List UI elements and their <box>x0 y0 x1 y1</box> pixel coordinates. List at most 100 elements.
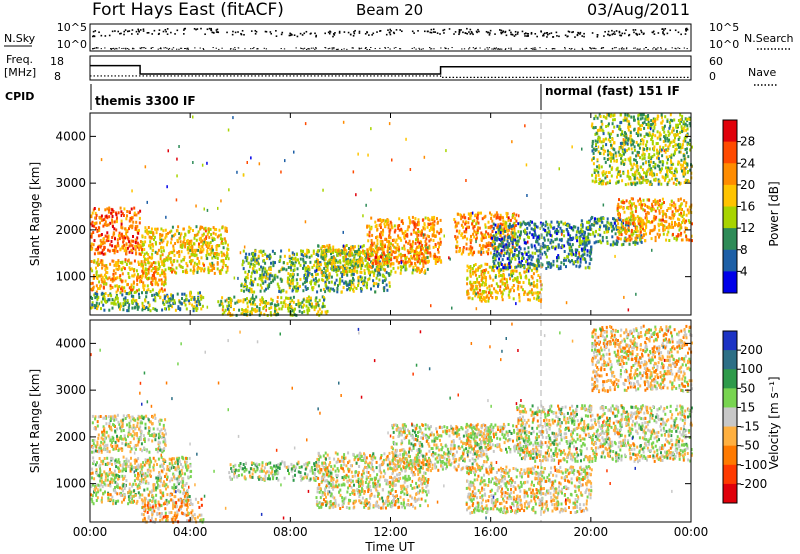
data-cell <box>152 298 155 302</box>
data-cell <box>96 293 99 296</box>
nsky-point <box>157 33 160 36</box>
nsky-point <box>388 31 391 34</box>
data-cell <box>180 259 183 263</box>
data-cell <box>253 297 256 301</box>
data-cell <box>461 236 464 240</box>
data-cell <box>413 250 416 253</box>
nave-label: Nave <box>748 66 776 79</box>
data-cell <box>173 253 176 257</box>
nsky-point <box>510 33 512 36</box>
data-cell <box>293 268 296 272</box>
data-cell <box>499 231 502 235</box>
data-cell <box>426 267 429 271</box>
data-cell <box>576 239 579 243</box>
nsearch-point <box>172 47 175 49</box>
data-cell <box>421 244 424 247</box>
data-cell <box>484 223 487 227</box>
data-cell <box>408 259 411 263</box>
data-cell <box>108 208 110 212</box>
data-cell <box>324 290 327 294</box>
data-cell <box>505 251 508 255</box>
data-cell <box>188 255 191 259</box>
data-cell <box>104 252 107 256</box>
data-cell <box>472 272 475 276</box>
data-cell <box>105 223 108 227</box>
data-cell <box>487 270 490 274</box>
nsearch-point <box>472 47 475 49</box>
data-cell <box>471 286 474 290</box>
data-cell <box>389 264 392 268</box>
nsearch-point <box>133 48 135 50</box>
nsearch-point <box>491 48 493 50</box>
data-cell <box>244 270 247 274</box>
data-cell <box>322 253 325 257</box>
data-cell <box>282 261 285 265</box>
data-cell <box>474 263 477 266</box>
data-cell <box>587 227 589 231</box>
data-cell <box>193 305 196 309</box>
data-cell <box>494 264 497 268</box>
data-cell <box>606 220 609 224</box>
data-cell <box>518 256 520 260</box>
data-cell <box>500 249 503 253</box>
data-cell <box>416 269 419 273</box>
data-cell <box>567 252 570 256</box>
nsky-point <box>657 32 660 34</box>
data-cell <box>241 263 244 267</box>
data-cell <box>180 302 183 306</box>
data-cell <box>521 255 524 259</box>
data-cell <box>309 260 312 264</box>
nsky-point <box>685 28 687 31</box>
data-cell <box>494 258 497 262</box>
data-cell <box>276 275 279 279</box>
data-cell <box>493 249 496 253</box>
data-cell <box>335 266 338 270</box>
data-cell <box>578 235 581 239</box>
data-cell <box>357 284 360 287</box>
data-cell <box>258 308 261 312</box>
data-cell <box>499 279 502 283</box>
data-cell <box>579 237 581 241</box>
data-cell <box>684 166 687 170</box>
data-cell <box>90 306 93 310</box>
data-cell <box>286 262 289 266</box>
data-cell <box>257 256 260 260</box>
data-cell <box>339 259 341 263</box>
data-cell <box>471 297 474 301</box>
data-cell <box>623 239 626 243</box>
nsky-point <box>448 28 451 30</box>
data-cell <box>123 249 126 253</box>
data-cell <box>297 299 300 303</box>
data-cell <box>292 257 295 261</box>
data-cell <box>675 123 678 127</box>
data-cell <box>322 302 325 306</box>
data-cell <box>112 259 115 263</box>
data-cell <box>122 246 125 250</box>
data-cell <box>484 235 487 239</box>
data-cell <box>271 274 274 278</box>
data-cell <box>95 304 98 308</box>
data-cell <box>99 245 102 249</box>
data-cell <box>511 286 514 290</box>
data-cell <box>480 252 483 256</box>
data-cell <box>126 246 129 250</box>
data-cell <box>384 224 387 228</box>
data-cell <box>379 239 382 243</box>
data-cell <box>341 273 344 276</box>
data-cell <box>326 266 329 270</box>
data-cell <box>207 268 210 272</box>
data-cell <box>189 227 192 231</box>
nsky-point <box>401 30 403 33</box>
data-cell <box>104 268 107 272</box>
data-cell <box>434 255 436 258</box>
nsearch-point <box>532 47 534 49</box>
data-cell <box>434 243 437 246</box>
data-cell <box>588 240 591 244</box>
data-cell <box>195 304 198 308</box>
data-cell <box>106 271 109 275</box>
data-cell <box>144 240 147 244</box>
nsky-point <box>466 27 468 30</box>
nsearch-point <box>203 48 205 50</box>
data-cell <box>588 224 591 228</box>
data-cell <box>323 274 325 278</box>
